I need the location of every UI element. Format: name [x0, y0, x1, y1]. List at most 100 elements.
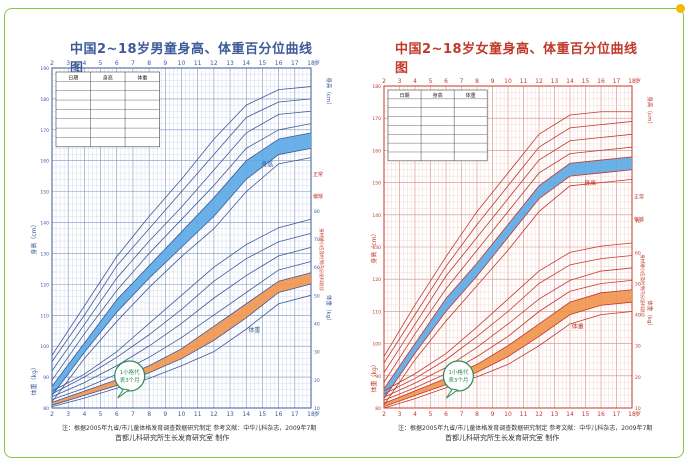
boys-weight-tick-label: 60: [314, 265, 320, 271]
girls-height-tick-label: 110: [372, 309, 381, 315]
girls-x-tick-label-top: 9: [491, 78, 495, 85]
boys-height-tick-label: 120: [40, 282, 49, 288]
girls-x-tick-label-top: 4: [413, 78, 417, 85]
girls-x-tick-label-bottom: 8: [475, 411, 479, 418]
boys-weight-percentile-line: [51, 294, 312, 407]
boys-x-tick-label-bottom: 9: [163, 411, 167, 418]
boys-x-tick-label-top: 7: [131, 60, 135, 67]
boys-height-percentile-line: [51, 123, 312, 381]
boys-x-tick-label-top: 5: [99, 60, 103, 67]
girls-height-tick-label: 150: [372, 181, 381, 187]
girls-height-axis-label: 身高（cm）: [370, 230, 378, 263]
girls-legend-badge-tail: [445, 388, 459, 399]
girls-weight-tick-label: 50: [635, 281, 641, 287]
girls-side-note-advice: 身材矮小应及时到内分泌科就诊: [639, 254, 646, 317]
boys-x-tick-label-bottom: 18: [307, 411, 315, 418]
boys-height-tick-label: 90: [43, 375, 49, 381]
boys-side-note-advice: 身材矮小应及时到内分泌科就诊: [318, 228, 325, 291]
girls-height-tick-label: 170: [372, 116, 381, 122]
boys-x-tick-label-bottom: 4: [82, 411, 86, 418]
boys-x-tick-label-bottom: 7: [131, 411, 135, 418]
boys-x-tick-label-bottom: 13: [226, 411, 234, 418]
girls-record-table-header: 身高: [433, 92, 443, 99]
girls-height-tick-label: 90: [375, 374, 381, 380]
boys-height-tick-label: 170: [40, 128, 49, 134]
boys-legend-badge: [114, 360, 146, 392]
boys-weight-percentile-line: [51, 261, 312, 400]
girls-x-tick-label-bottom: 2: [382, 411, 386, 418]
girls-height-tick-label: 160: [372, 148, 381, 154]
boys-weight-tick-label: 30: [314, 350, 320, 356]
girls-x-tick-label-top: 18: [628, 78, 636, 85]
boys-x-tick-label-top: 3: [66, 60, 70, 67]
boys-year-unit-bottom: 岁: [314, 410, 320, 418]
girls-x-tick-label-bottom: 3: [398, 411, 402, 418]
boys-weight-percentile-line: [51, 247, 312, 398]
boys-badge-line2: 表3个月: [120, 376, 140, 384]
boys-x-tick-label-bottom: 5: [99, 411, 103, 418]
boys-x-tick-label-bottom: 12: [210, 411, 218, 418]
boys-x-tick-label-top: 6: [115, 60, 119, 67]
boys-height-tick-label: 140: [40, 221, 49, 227]
boys-right-height-unit: 身高（cm）: [325, 78, 333, 108]
girls-x-tick-label-bottom: 18: [628, 411, 636, 418]
boys-x-tick-label-bottom: 17: [291, 411, 299, 418]
corner-dot-icon: [676, 4, 685, 13]
boys-height-tick-label: 100: [40, 344, 49, 350]
girls-height-curve-label: 身高: [584, 179, 596, 187]
girls-x-tick-label-top: 16: [597, 78, 605, 85]
boys-x-tick-label-top: 8: [147, 60, 151, 67]
boys-footnote: 注：根据2005年九省/市儿童体格发育调查数据研究制定 参考文献：中华儿科杂志，…: [62, 425, 317, 432]
boys-height-tick-label: 180: [40, 97, 49, 103]
boys-x-tick-label-top: 2: [50, 60, 54, 67]
boys-x-tick-label-top: 14: [242, 60, 250, 67]
girls-x-tick-label-top: 10: [504, 78, 512, 85]
boys-x-tick-label-top: 15: [259, 60, 267, 67]
girls-side-note-normal: 正常: [634, 194, 644, 201]
boys-height-percentile-line: [51, 157, 312, 403]
girls-height-tick-label: 80: [375, 406, 381, 412]
girls-x-tick-label-top: 5: [429, 78, 433, 85]
girls-growth-chart: 日期 身高 体重2233445566778899101011111212131314…: [370, 77, 654, 418]
girls-legend-badge: [442, 360, 475, 392]
girls-badge-line2: 表3个月: [448, 376, 468, 384]
girls-x-tick-label-top: 11: [520, 78, 528, 85]
boys-x-tick-label-bottom: 16: [275, 411, 283, 418]
girls-x-tick-label-bottom: 6: [444, 411, 448, 418]
girls-height-tick-label: 140: [372, 213, 381, 219]
boys-record-table-header: 体重: [137, 74, 147, 81]
boys-growth-chart: 日期 身高 体重2233445566778899101011111212131314…: [30, 59, 333, 418]
girls-height-percentile-line: [383, 169, 633, 399]
girls-x-tick-label-top: 6: [444, 78, 448, 85]
boys-height-percentile-line: [51, 110, 312, 372]
girls-x-tick-label-bottom: 7: [460, 411, 464, 418]
girls-x-tick-label-bottom: 17: [613, 411, 621, 418]
boys-weight-tick-label: 10: [314, 406, 320, 412]
girls-weight-curve-label: 体重: [572, 323, 584, 331]
girls-x-tick-label-bottom: 16: [597, 411, 605, 418]
boys-weight-percentile-line: [51, 272, 312, 403]
boys-weight-tick-label: 20: [314, 378, 320, 384]
boys-weight-curve-label: 体重: [248, 326, 260, 334]
girls-x-tick-label-top: 17: [613, 78, 621, 85]
boys-weight-tick-label: 50: [314, 293, 320, 299]
girls-x-tick-label-top: 12: [535, 78, 543, 85]
boys-side-note-normal: 正常: [313, 171, 323, 178]
boys-weight-normal-band: [52, 272, 311, 406]
boys-credit: 首都儿科研究所生长发育研究室 制作: [115, 434, 230, 442]
girls-height-percentile-line: [383, 156, 633, 389]
boys-badge-line1: 1小格代: [120, 368, 140, 376]
boys-height-tick-label: 190: [40, 66, 49, 72]
girls-height-tick-label: 120: [372, 277, 381, 283]
boys-height-tick-label: 80: [43, 406, 49, 412]
boys-year-unit-top: 岁: [314, 59, 320, 67]
girls-weight-tick-label: 70: [635, 219, 641, 225]
boys-legend-badge-tail: [117, 388, 130, 399]
boys-x-tick-label-top: 10: [178, 60, 186, 67]
girls-weight-percentile-line: [383, 279, 633, 401]
girls-record-table-header: 日期: [400, 93, 410, 99]
boys-x-tick-label-top: 4: [82, 60, 86, 67]
boys-weight-tick-label: 40: [314, 321, 320, 327]
boys-side-note-short: 偏矮: [313, 193, 323, 200]
girls-weight-tick-label: 20: [635, 375, 641, 381]
